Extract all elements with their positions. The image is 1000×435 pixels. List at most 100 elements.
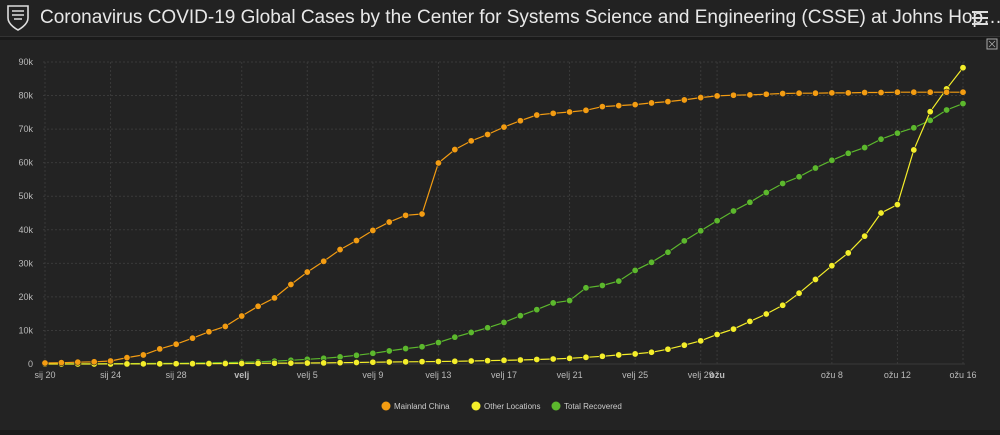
data-point-other-locations[interactable]	[959, 64, 967, 72]
legend-swatch[interactable]	[471, 401, 481, 411]
data-point-other-locations[interactable]	[533, 355, 541, 363]
data-point-total-recovered[interactable]	[582, 284, 590, 292]
data-point-mainland-china[interactable]	[533, 111, 541, 119]
data-point-total-recovered[interactable]	[943, 106, 951, 114]
data-point-mainland-china[interactable]	[238, 312, 246, 320]
legend-label[interactable]: Mainland China	[394, 402, 450, 411]
data-point-total-recovered[interactable]	[549, 299, 557, 307]
data-point-mainland-china[interactable]	[205, 328, 213, 336]
data-point-total-recovered[interactable]	[746, 198, 754, 206]
legend-swatch[interactable]	[551, 401, 561, 411]
data-point-other-locations[interactable]	[139, 360, 147, 368]
data-point-other-locations[interactable]	[664, 345, 672, 353]
data-point-other-locations[interactable]	[434, 357, 442, 365]
data-point-other-locations[interactable]	[172, 360, 180, 368]
hamburger-menu-icon[interactable]	[968, 6, 992, 30]
data-point-other-locations[interactable]	[549, 355, 557, 363]
data-point-total-recovered[interactable]	[861, 144, 869, 152]
data-point-mainland-china[interactable]	[287, 280, 295, 288]
data-point-other-locations[interactable]	[303, 359, 311, 367]
data-point-other-locations[interactable]	[270, 359, 278, 367]
data-point-other-locations[interactable]	[418, 358, 426, 366]
data-point-mainland-china[interactable]	[369, 226, 377, 234]
data-point-mainland-china[interactable]	[57, 359, 65, 367]
data-point-other-locations[interactable]	[352, 358, 360, 366]
data-point-mainland-china[interactable]	[352, 237, 360, 245]
data-point-total-recovered[interactable]	[402, 345, 410, 353]
data-point-other-locations[interactable]	[713, 330, 721, 338]
data-point-total-recovered[interactable]	[418, 343, 426, 351]
data-point-mainland-china[interactable]	[615, 102, 623, 110]
data-point-other-locations[interactable]	[566, 354, 574, 362]
data-point-total-recovered[interactable]	[566, 297, 574, 305]
data-point-mainland-china[interactable]	[156, 345, 164, 353]
data-point-other-locations[interactable]	[123, 360, 131, 368]
data-point-other-locations[interactable]	[697, 337, 705, 345]
data-point-other-locations[interactable]	[729, 325, 737, 333]
data-point-total-recovered[interactable]	[680, 237, 688, 245]
data-point-total-recovered[interactable]	[779, 179, 787, 187]
data-point-total-recovered[interactable]	[516, 312, 524, 320]
data-point-total-recovered[interactable]	[369, 349, 377, 357]
data-point-mainland-china[interactable]	[598, 103, 606, 111]
data-point-other-locations[interactable]	[893, 201, 901, 209]
data-point-mainland-china[interactable]	[779, 90, 787, 98]
data-point-other-locations[interactable]	[451, 357, 459, 365]
data-point-mainland-china[interactable]	[959, 88, 967, 96]
data-point-other-locations[interactable]	[385, 358, 393, 366]
data-point-mainland-china[interactable]	[795, 89, 803, 97]
data-point-mainland-china[interactable]	[320, 257, 328, 265]
data-point-mainland-china[interactable]	[172, 340, 180, 348]
data-point-other-locations[interactable]	[582, 353, 590, 361]
data-point-mainland-china[interactable]	[713, 92, 721, 100]
data-point-mainland-china[interactable]	[41, 359, 49, 367]
data-point-other-locations[interactable]	[205, 360, 213, 368]
data-point-mainland-china[interactable]	[336, 246, 344, 254]
data-point-other-locations[interactable]	[320, 359, 328, 367]
data-point-other-locations[interactable]	[402, 358, 410, 366]
data-point-mainland-china[interactable]	[467, 137, 475, 145]
data-point-mainland-china[interactable]	[221, 322, 229, 330]
data-point-other-locations[interactable]	[926, 108, 934, 116]
data-point-other-locations[interactable]	[811, 275, 819, 283]
data-point-mainland-china[interactable]	[402, 211, 410, 219]
data-point-total-recovered[interactable]	[631, 266, 639, 274]
data-point-total-recovered[interactable]	[697, 227, 705, 235]
data-point-total-recovered[interactable]	[844, 149, 852, 157]
data-point-mainland-china[interactable]	[270, 294, 278, 302]
data-point-other-locations[interactable]	[762, 310, 770, 318]
data-point-total-recovered[interactable]	[467, 328, 475, 336]
data-point-mainland-china[interactable]	[189, 334, 197, 342]
data-point-other-locations[interactable]	[680, 341, 688, 349]
data-point-other-locations[interactable]	[221, 360, 229, 368]
data-point-mainland-china[interactable]	[811, 89, 819, 97]
data-point-other-locations[interactable]	[516, 356, 524, 364]
data-point-total-recovered[interactable]	[352, 351, 360, 359]
data-point-other-locations[interactable]	[598, 352, 606, 360]
data-point-total-recovered[interactable]	[500, 318, 508, 326]
data-point-other-locations[interactable]	[844, 249, 852, 257]
data-point-mainland-china[interactable]	[90, 358, 98, 366]
data-point-mainland-china[interactable]	[566, 108, 574, 116]
expand-icon[interactable]	[986, 38, 998, 50]
data-point-other-locations[interactable]	[877, 209, 885, 217]
data-point-mainland-china[interactable]	[910, 88, 918, 96]
data-point-total-recovered[interactable]	[828, 156, 836, 164]
data-point-mainland-china[interactable]	[107, 357, 115, 365]
data-point-other-locations[interactable]	[467, 357, 475, 365]
legend-label[interactable]: Total Recovered	[564, 402, 622, 411]
legend-swatch[interactable]	[381, 401, 391, 411]
data-point-other-locations[interactable]	[156, 360, 164, 368]
data-point-mainland-china[interactable]	[762, 90, 770, 98]
data-point-total-recovered[interactable]	[598, 281, 606, 289]
data-point-mainland-china[interactable]	[943, 88, 951, 96]
data-point-mainland-china[interactable]	[893, 88, 901, 96]
data-point-mainland-china[interactable]	[74, 358, 82, 366]
data-point-mainland-china[interactable]	[631, 101, 639, 109]
data-point-mainland-china[interactable]	[484, 130, 492, 138]
data-point-other-locations[interactable]	[779, 301, 787, 309]
data-point-total-recovered[interactable]	[762, 189, 770, 197]
data-point-other-locations[interactable]	[861, 232, 869, 240]
data-point-total-recovered[interactable]	[811, 164, 819, 172]
data-point-other-locations[interactable]	[287, 359, 295, 367]
